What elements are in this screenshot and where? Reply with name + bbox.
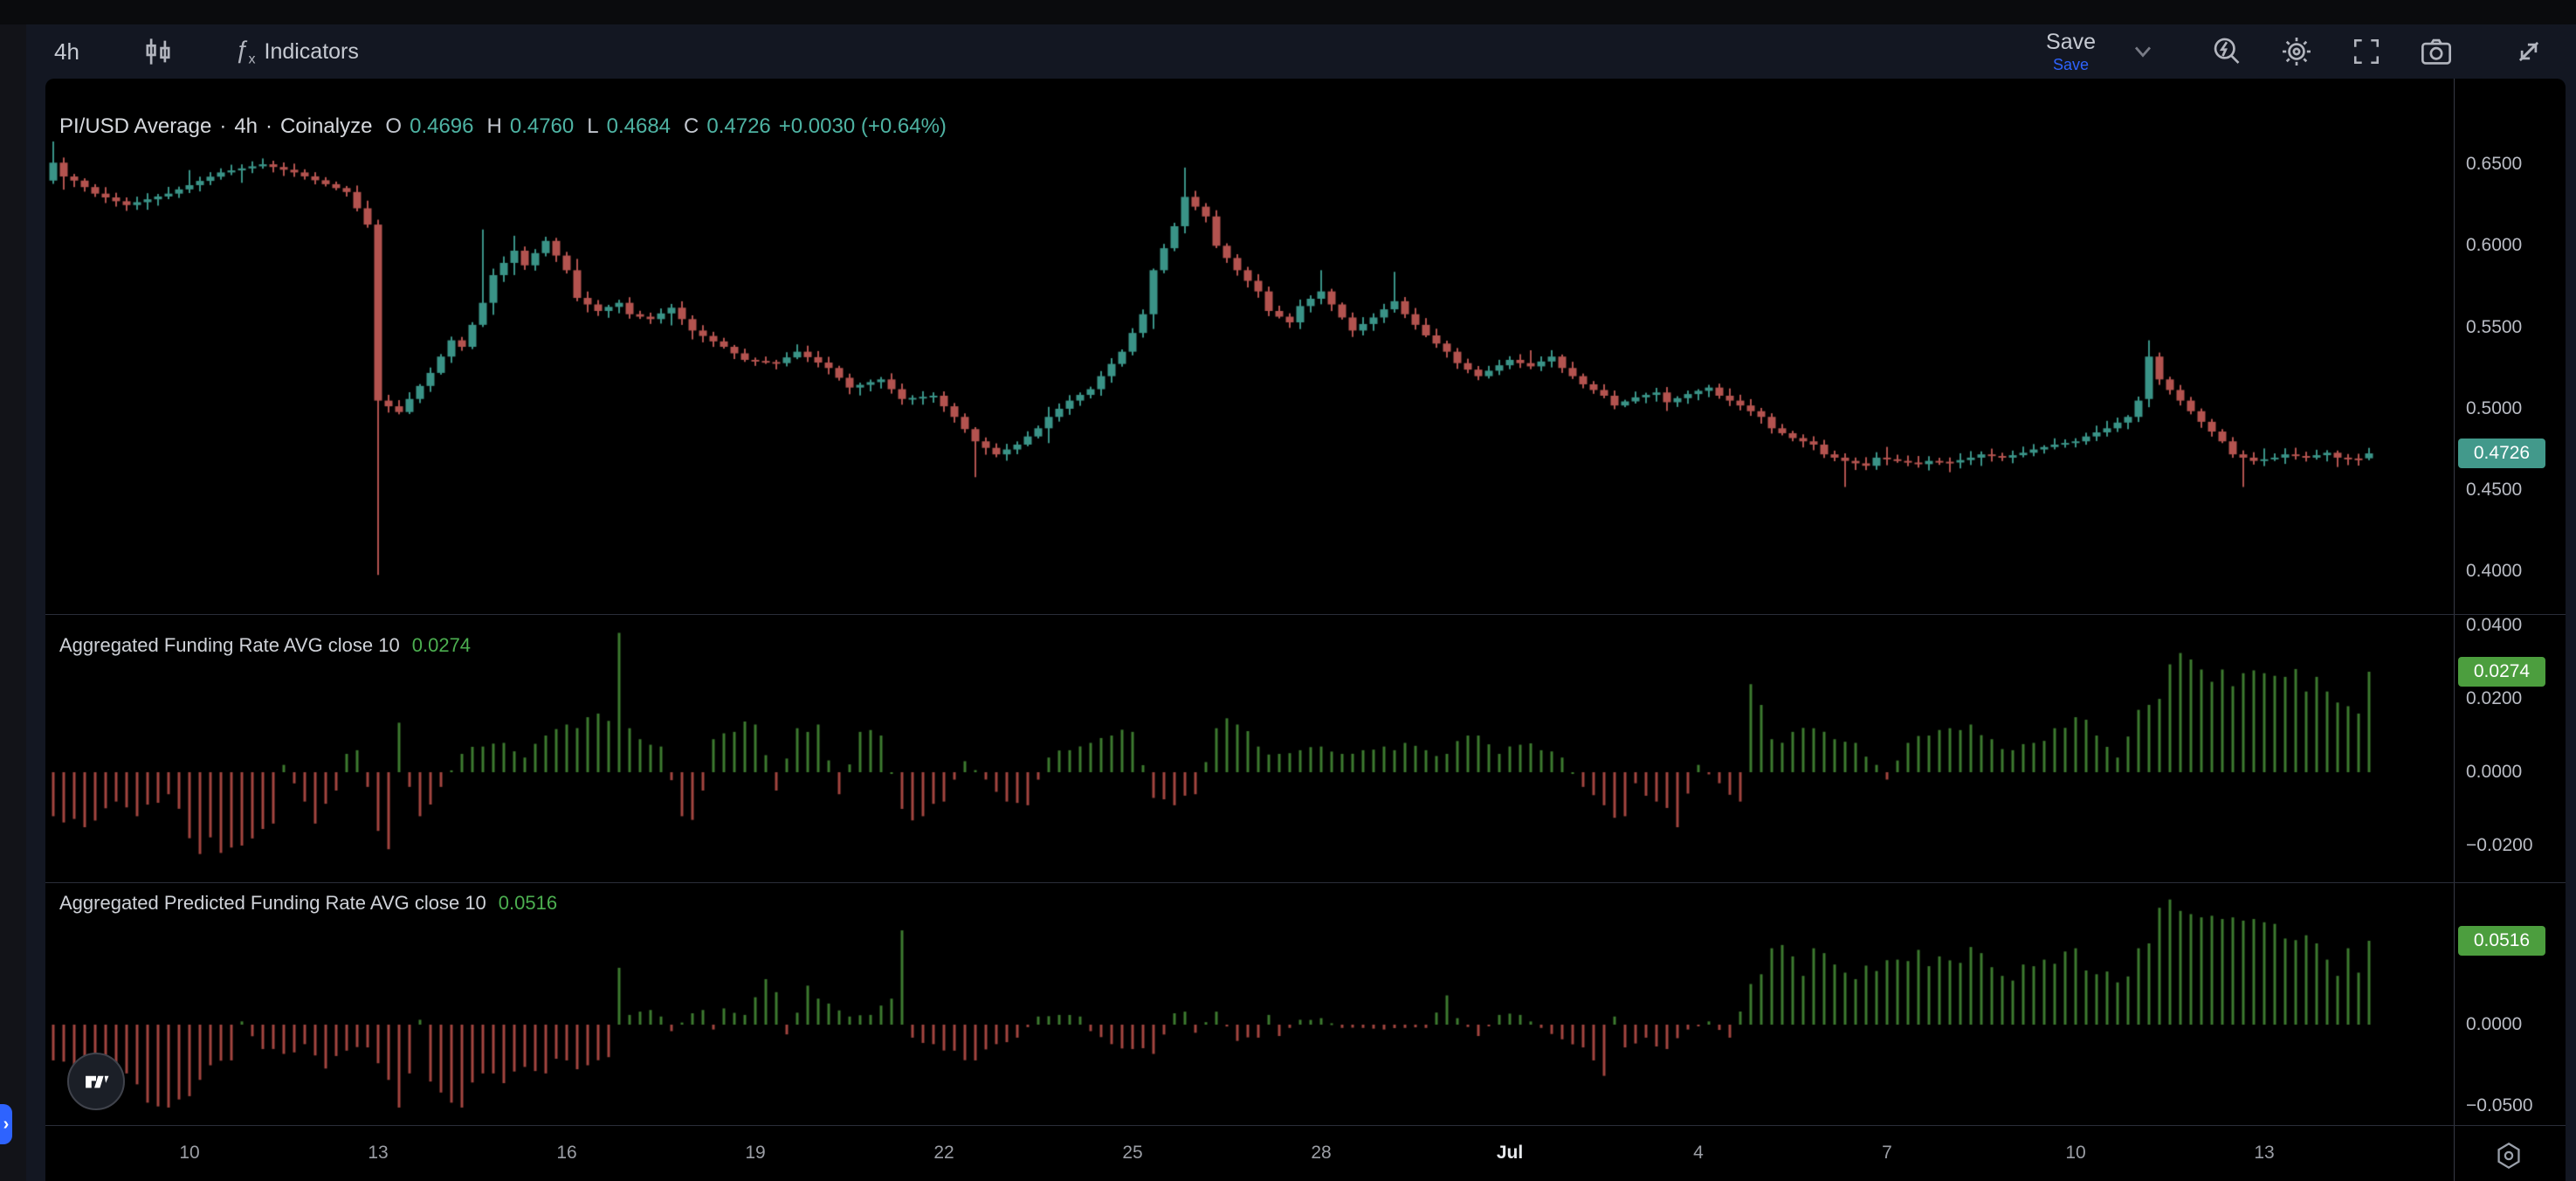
high-key: H: [486, 114, 502, 138]
low-value: 0.4684: [606, 114, 672, 138]
funding-rate-title: Aggregated Funding Rate AVG close 10: [59, 634, 400, 656]
camera-icon: [2421, 38, 2451, 65]
funding-rate-pane-canvas[interactable]: [45, 617, 2454, 882]
snapshot-button[interactable]: [2412, 27, 2461, 76]
hexagon-clock-icon: [2497, 1142, 2520, 1170]
interval-label: 4h: [54, 38, 79, 65]
funding-rate-value: 0.0274: [411, 634, 472, 656]
save-label: Save: [2046, 29, 2096, 54]
publish-button[interactable]: [2504, 27, 2553, 76]
pane-separator-1[interactable]: [45, 614, 2566, 615]
price-axis[interactable]: [2455, 79, 2566, 1125]
predicted-funding-pane-canvas[interactable]: [45, 885, 2454, 1125]
indicators-button[interactable]: ƒx Indicators: [235, 36, 359, 68]
separator-dot: ·: [265, 114, 273, 138]
settings-button[interactable]: [2272, 27, 2321, 76]
top-gutter: [0, 0, 2576, 24]
candlestick-style-button[interactable]: [134, 27, 183, 76]
tradingview-logo[interactable]: [67, 1053, 125, 1110]
funding-rate-legend[interactable]: Aggregated Funding Rate AVG close 10 0.0…: [59, 634, 471, 657]
close-key: C: [684, 114, 699, 138]
change-value: +0.0030 (+0.64%): [778, 114, 947, 138]
gear-icon: [2283, 38, 2311, 66]
symbol-name: PI/USD Average: [59, 114, 212, 138]
price-axis-separator: [2454, 79, 2455, 1181]
open-value: 0.4696: [410, 114, 474, 138]
diagonal-arrows-icon: [2518, 41, 2539, 62]
show-panel-button[interactable]: ›: [0, 1104, 12, 1144]
search-lightning-icon: [2214, 38, 2240, 64]
high-value: 0.4760: [509, 114, 575, 138]
pane-separator-2[interactable]: [45, 882, 2566, 883]
interval-button[interactable]: 4h: [54, 38, 79, 66]
separator-dot: ·: [219, 114, 227, 138]
time-axis-separator: [45, 1125, 2566, 1126]
time-axis[interactable]: [45, 1126, 2454, 1181]
predicted-funding-legend[interactable]: Aggregated Predicted Funding Rate AVG cl…: [59, 892, 557, 915]
candlestick-icon: [146, 38, 170, 65]
chart-toolbar: 4h ƒx Indicators Save Save: [26, 24, 2566, 79]
fx-icon: ƒx: [234, 35, 256, 67]
fullscreen-button[interactable]: [2342, 27, 2391, 76]
chevron-right-icon: ›: [3, 1114, 10, 1134]
legend-source: Coinalyze: [280, 114, 373, 138]
close-value: 0.4726: [706, 114, 771, 138]
indicators-label: Indicators: [264, 38, 359, 64]
right-gutter: [2566, 24, 2576, 1181]
fullscreen-icon: [2353, 38, 2380, 65]
left-gutter: [0, 24, 26, 1181]
quick-search-button[interactable]: [2202, 27, 2251, 76]
symbol-legend[interactable]: PI/USD Average · 4h · Coinalyze O 0.4696 …: [59, 114, 947, 139]
predicted-funding-title: Aggregated Predicted Funding Rate AVG cl…: [59, 892, 486, 914]
legend-interval: 4h: [234, 114, 258, 138]
save-menu-button[interactable]: [2118, 27, 2167, 76]
timezone-settings-button[interactable]: [2491, 1138, 2526, 1173]
save-button[interactable]: Save Save: [2046, 31, 2096, 73]
price-pane-canvas[interactable]: [45, 80, 2454, 614]
low-key: L: [587, 114, 599, 138]
open-key: O: [385, 114, 403, 138]
save-sub-label: Save: [2052, 55, 2090, 73]
predicted-funding-value: 0.0516: [498, 892, 558, 914]
tradingview-logo-icon: [86, 1075, 109, 1088]
toolbar-right-group: Save Save: [2046, 24, 2553, 79]
chevron-down-icon: [2134, 46, 2152, 58]
